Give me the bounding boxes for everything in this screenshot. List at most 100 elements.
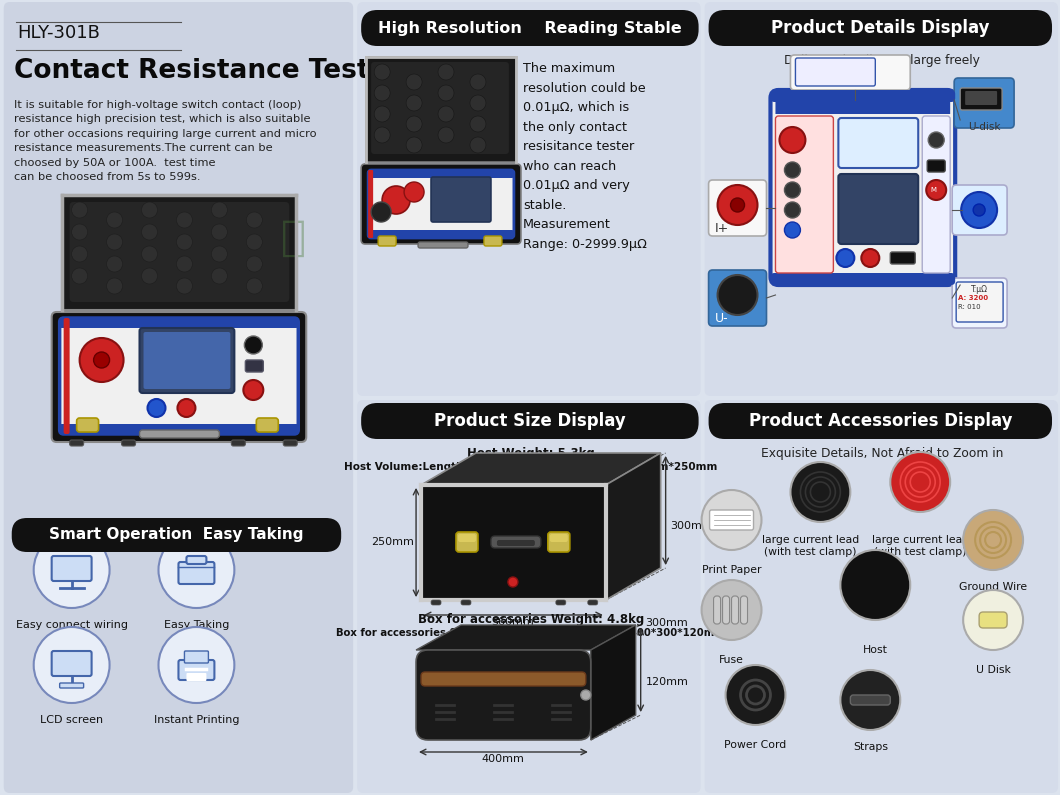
FancyBboxPatch shape	[245, 360, 263, 372]
Text: It is suitable for high-voltage switch contact (loop)
resistance high precision : It is suitable for high-voltage switch c…	[14, 100, 316, 182]
Circle shape	[246, 256, 262, 272]
Polygon shape	[61, 195, 296, 310]
Circle shape	[142, 268, 158, 284]
FancyBboxPatch shape	[771, 273, 955, 285]
Text: Exquisite Details, Not Afraid to Zoom in: Exquisite Details, Not Afraid to Zoom in	[761, 447, 1004, 460]
Circle shape	[382, 186, 410, 214]
FancyBboxPatch shape	[59, 318, 298, 434]
Text: HLY-301B: HLY-301B	[18, 24, 101, 42]
FancyBboxPatch shape	[555, 600, 566, 605]
Text: Box for accessories Weight: 4.8kg: Box for accessories Weight: 4.8kg	[418, 613, 644, 626]
Polygon shape	[417, 625, 636, 650]
Circle shape	[404, 182, 424, 202]
Circle shape	[929, 132, 944, 148]
Text: I+: I+	[714, 222, 729, 235]
FancyBboxPatch shape	[741, 596, 747, 624]
FancyBboxPatch shape	[791, 55, 911, 90]
FancyBboxPatch shape	[70, 440, 84, 446]
FancyBboxPatch shape	[431, 177, 491, 222]
Circle shape	[147, 399, 165, 417]
Circle shape	[406, 137, 422, 153]
Text: Print Paper: Print Paper	[702, 565, 761, 575]
Circle shape	[961, 192, 997, 228]
FancyBboxPatch shape	[257, 418, 279, 432]
Circle shape	[177, 399, 195, 417]
FancyBboxPatch shape	[361, 164, 520, 244]
Circle shape	[176, 212, 193, 228]
FancyBboxPatch shape	[70, 202, 289, 302]
FancyBboxPatch shape	[705, 2, 1058, 396]
FancyBboxPatch shape	[59, 318, 298, 328]
Text: large current lead: large current lead	[762, 535, 859, 545]
FancyBboxPatch shape	[461, 600, 471, 605]
FancyBboxPatch shape	[368, 170, 514, 178]
FancyBboxPatch shape	[952, 185, 1007, 235]
Circle shape	[784, 162, 800, 178]
Text: 250mm: 250mm	[371, 537, 414, 547]
Circle shape	[725, 665, 785, 725]
FancyBboxPatch shape	[178, 660, 214, 680]
FancyBboxPatch shape	[361, 403, 699, 439]
FancyBboxPatch shape	[368, 230, 514, 238]
Circle shape	[107, 212, 123, 228]
Text: 🌿: 🌿	[281, 217, 306, 259]
FancyBboxPatch shape	[922, 116, 950, 273]
Text: Easy Taking: Easy Taking	[163, 620, 229, 630]
Circle shape	[211, 202, 228, 218]
Circle shape	[438, 106, 454, 122]
FancyBboxPatch shape	[850, 695, 890, 705]
FancyBboxPatch shape	[956, 282, 1003, 322]
FancyBboxPatch shape	[548, 532, 570, 552]
FancyBboxPatch shape	[52, 651, 91, 676]
Circle shape	[508, 577, 518, 587]
FancyBboxPatch shape	[550, 534, 568, 542]
FancyBboxPatch shape	[966, 91, 997, 105]
Text: The maximum
resolution could be
0.01μΩ, which is
the only contact
resisitance te: The maximum resolution could be 0.01μΩ, …	[523, 62, 647, 250]
FancyBboxPatch shape	[378, 236, 396, 246]
Circle shape	[93, 352, 109, 368]
Text: Power Cord: Power Cord	[724, 740, 787, 750]
Circle shape	[438, 127, 454, 143]
Circle shape	[973, 204, 985, 216]
FancyBboxPatch shape	[122, 440, 136, 446]
Circle shape	[890, 452, 950, 512]
FancyBboxPatch shape	[357, 2, 701, 396]
Circle shape	[862, 249, 880, 267]
Circle shape	[702, 490, 761, 550]
Circle shape	[406, 95, 422, 111]
FancyBboxPatch shape	[231, 440, 245, 446]
FancyBboxPatch shape	[979, 612, 1007, 628]
FancyBboxPatch shape	[709, 510, 754, 530]
Circle shape	[107, 234, 123, 250]
FancyBboxPatch shape	[76, 418, 99, 432]
Text: R: 010: R: 010	[958, 304, 980, 310]
Circle shape	[784, 202, 800, 218]
Text: 120mm: 120mm	[646, 677, 689, 687]
FancyBboxPatch shape	[4, 2, 353, 793]
Circle shape	[470, 95, 485, 111]
Circle shape	[406, 74, 422, 90]
FancyBboxPatch shape	[838, 118, 918, 168]
Polygon shape	[421, 453, 660, 485]
Circle shape	[107, 278, 123, 294]
Text: large current lead: large current lead	[871, 535, 969, 545]
Text: 400mm: 400mm	[481, 754, 525, 764]
Text: Ground Wire: Ground Wire	[959, 582, 1027, 592]
Circle shape	[72, 224, 88, 240]
Circle shape	[72, 246, 88, 262]
FancyBboxPatch shape	[491, 536, 541, 548]
Text: M: M	[931, 187, 936, 193]
Circle shape	[176, 256, 193, 272]
Text: A: 3200: A: 3200	[958, 295, 988, 301]
Circle shape	[581, 690, 590, 700]
Polygon shape	[366, 57, 516, 162]
FancyBboxPatch shape	[795, 58, 876, 86]
FancyBboxPatch shape	[776, 102, 950, 114]
Circle shape	[784, 222, 800, 238]
Circle shape	[718, 185, 758, 225]
Circle shape	[779, 127, 806, 153]
Text: Easy connect wiring: Easy connect wiring	[16, 620, 127, 630]
FancyBboxPatch shape	[431, 600, 441, 605]
Text: U-disk: U-disk	[968, 122, 1001, 132]
FancyBboxPatch shape	[52, 312, 306, 442]
